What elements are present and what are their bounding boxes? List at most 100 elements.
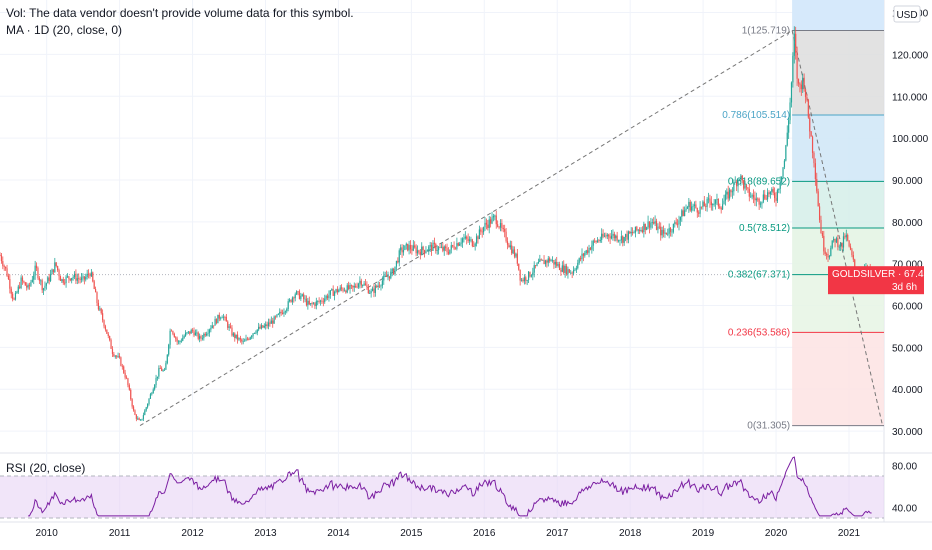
candle-body [166, 354, 168, 364]
candle-body [168, 344, 170, 355]
candle-body [305, 298, 308, 306]
candle-body [608, 234, 610, 237]
candle-body [646, 227, 648, 230]
candle-body [390, 271, 392, 279]
candle-body [414, 245, 416, 248]
candle-body [616, 235, 618, 241]
candle-body [785, 145, 787, 161]
x-tick-label: 2013 [254, 528, 277, 539]
candle-body [139, 419, 142, 421]
candle-body [626, 234, 628, 240]
candle-body [339, 287, 341, 291]
candle-body [546, 260, 548, 263]
candle-body [714, 200, 717, 204]
candle-body [290, 299, 292, 303]
y-tick-label: 80.000 [892, 218, 923, 229]
candle-body [3, 266, 5, 267]
candle-body [318, 300, 320, 302]
candle-body [297, 291, 299, 293]
candle-body [203, 333, 205, 339]
trend-lines[interactable] [0, 30, 884, 427]
candle-body [655, 221, 658, 230]
candle-body [464, 236, 466, 239]
candle-body [27, 284, 29, 288]
candle-body [30, 282, 32, 286]
candle-body [636, 226, 638, 231]
candle-body [124, 372, 126, 378]
candle-body [782, 167, 784, 177]
candle-body [28, 284, 31, 286]
candle-body [662, 229, 665, 234]
candle-body [201, 338, 204, 339]
candle-body [675, 222, 677, 224]
candle-body [849, 246, 852, 250]
candle-body [94, 289, 97, 293]
candle-body [438, 247, 440, 251]
candles [0, 26, 873, 422]
candle-body [312, 303, 315, 305]
candle-body [73, 273, 76, 278]
candle-body [175, 337, 177, 339]
candle-body [810, 131, 812, 137]
candle-body [113, 353, 115, 357]
candle-body [803, 77, 805, 90]
candle-body [707, 198, 710, 200]
candle-body [551, 259, 554, 261]
candle-body [284, 311, 286, 313]
candle-body [729, 189, 731, 199]
candle-body [20, 277, 22, 288]
candle-body [283, 312, 285, 314]
candle-body [336, 289, 338, 293]
candle-body [816, 179, 818, 192]
candle-body [332, 289, 334, 296]
candle-body [155, 378, 157, 385]
candle-body [676, 223, 679, 225]
candle-body [796, 52, 798, 79]
candle-body [806, 97, 808, 100]
candle-body [263, 325, 265, 328]
currency-label: USD [896, 10, 917, 21]
candle-body [276, 314, 278, 317]
candle-body [383, 275, 385, 281]
candle-body [664, 232, 666, 234]
candle-body [436, 250, 438, 251]
candle-body [522, 279, 524, 282]
candle-body [37, 268, 39, 279]
candle-body [14, 293, 17, 300]
candle-body [196, 332, 198, 334]
candle-body [723, 200, 725, 205]
candle-body [629, 231, 631, 234]
candle-body [156, 376, 159, 379]
candle-body [114, 355, 116, 357]
candle-body [191, 329, 194, 331]
candle-body [72, 277, 74, 278]
candle-body [474, 243, 476, 247]
fib-level-label: 0.618(89.652) [728, 176, 790, 187]
currency-button[interactable]: USD [893, 5, 921, 23]
candle-body [371, 288, 374, 292]
candle-body [61, 279, 63, 281]
candle-body [329, 290, 331, 295]
candle-body [835, 238, 838, 243]
candle-body [689, 201, 691, 211]
candle-body [827, 254, 829, 258]
candle-body [478, 229, 480, 240]
candle-body [0, 255, 1, 257]
candle-body [184, 332, 187, 337]
candle-body [574, 269, 576, 271]
candle-body [591, 245, 593, 250]
candle-body [730, 189, 732, 193]
fib-retracement[interactable]: 1(125.719) 0.786(105.514) 0.618(89.652) 0.5… [722, 0, 884, 432]
x-tick-label: 2018 [619, 528, 642, 539]
candle-body [468, 239, 471, 242]
candle-body [415, 247, 417, 254]
candle-body [820, 219, 822, 233]
candle-body [177, 341, 180, 343]
candle-body [75, 273, 77, 281]
candle-body [671, 231, 673, 233]
candle-body [484, 222, 486, 228]
candle-body [23, 281, 25, 283]
candle-body [797, 78, 800, 84]
candle-body [402, 250, 405, 253]
